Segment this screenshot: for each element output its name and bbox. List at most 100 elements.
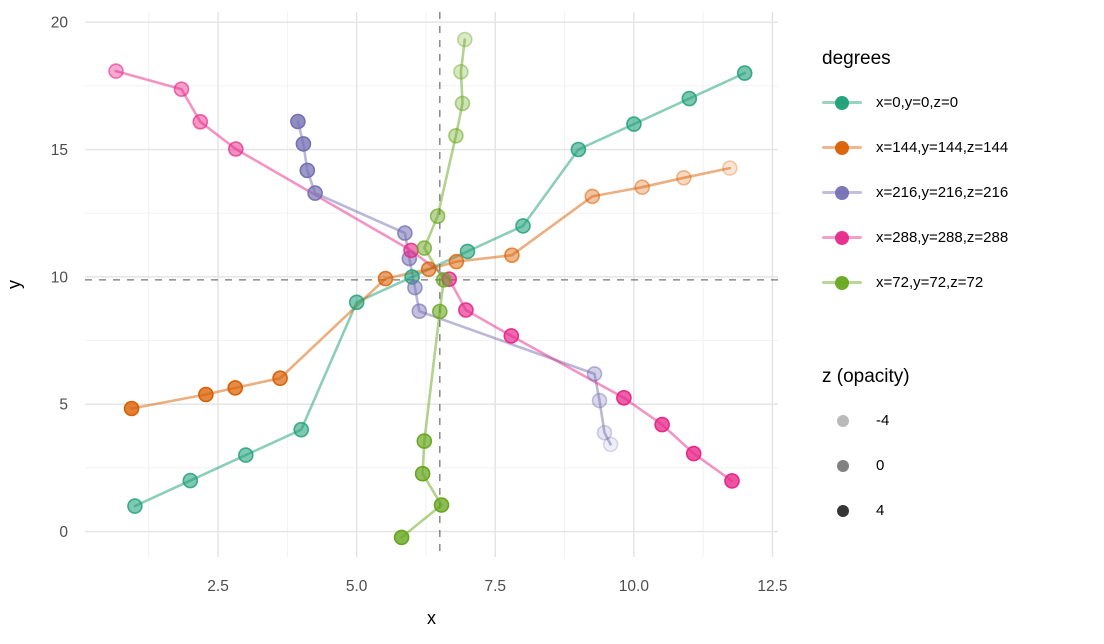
legend-item-label: x=0,y=0,z=0 bbox=[876, 94, 959, 111]
data-point bbox=[238, 447, 254, 463]
data-point bbox=[228, 141, 244, 157]
data-point bbox=[602, 436, 619, 453]
legend-key-dot bbox=[835, 140, 849, 155]
legend-opacity-dot-icon bbox=[837, 504, 849, 517]
legend-key-dot bbox=[835, 275, 849, 290]
data-point bbox=[634, 179, 651, 195]
data-point bbox=[626, 116, 642, 132]
x-axis-title: x bbox=[427, 608, 436, 628]
legend-key-dot bbox=[835, 230, 849, 245]
data-point bbox=[348, 294, 365, 311]
y-tick-label: 10 bbox=[51, 269, 69, 286]
legend-item-label: 0 bbox=[876, 457, 885, 474]
data-point bbox=[192, 114, 209, 130]
data-point bbox=[584, 188, 601, 205]
data-point bbox=[307, 185, 323, 201]
y-tick-label: 0 bbox=[59, 524, 68, 541]
data-point bbox=[227, 380, 243, 396]
data-point bbox=[675, 170, 692, 186]
legend-opacity-title: z (opacity) bbox=[822, 366, 910, 387]
legend-opacity: z (opacity) -4 0 4 bbox=[822, 366, 1092, 533]
legend-key-icon bbox=[822, 230, 862, 246]
data-point bbox=[448, 253, 465, 270]
legend-item-label: x=216,y=216,z=216 bbox=[876, 184, 1009, 201]
data-point bbox=[108, 63, 124, 79]
legend-key-dot bbox=[835, 95, 849, 110]
legend-opacity-dot-icon bbox=[837, 414, 849, 427]
data-point bbox=[504, 247, 520, 263]
data-point bbox=[454, 95, 471, 112]
data-point bbox=[586, 366, 603, 382]
legend-key-icon bbox=[822, 95, 862, 111]
data-point bbox=[414, 465, 431, 482]
plot-background bbox=[0, 0, 800, 644]
legend-opacity-items: -4 0 4 bbox=[822, 398, 1092, 533]
data-point bbox=[453, 64, 469, 80]
data-point bbox=[272, 370, 288, 387]
data-point bbox=[654, 416, 670, 433]
data-point bbox=[458, 302, 474, 318]
data-point bbox=[591, 392, 608, 409]
x-tick-label: 7.5 bbox=[484, 578, 506, 595]
legend-item: x=72,y=72,z=72 bbox=[822, 260, 1092, 305]
legend-degrees-items: x=0,y=0,z=0 x=144,y=144,z=144 x=216,y=216,… bbox=[822, 80, 1092, 305]
legend-item: -4 bbox=[822, 398, 1092, 443]
data-point bbox=[411, 303, 428, 320]
data-point bbox=[377, 270, 394, 287]
data-point bbox=[293, 421, 310, 438]
legend-item: 0 bbox=[822, 443, 1092, 488]
data-point bbox=[416, 240, 433, 256]
data-point bbox=[290, 113, 306, 130]
x-tick-label: 10.0 bbox=[619, 578, 650, 595]
legend-item-label: x=72,y=72,z=72 bbox=[876, 274, 984, 291]
x-tick-label: 2.5 bbox=[207, 578, 229, 595]
data-point bbox=[459, 243, 476, 260]
legend-item-label: -4 bbox=[876, 412, 890, 429]
legend-item-label: x=288,y=288,z=288 bbox=[876, 229, 1009, 246]
legend-key-icon bbox=[822, 275, 862, 291]
legend-key-icon bbox=[822, 140, 862, 156]
data-point bbox=[503, 328, 520, 344]
data-point bbox=[403, 242, 419, 259]
legend-item-label: x=144,y=144,z=144 bbox=[876, 139, 1009, 156]
data-point bbox=[435, 272, 452, 288]
x-tick-label: 5.0 bbox=[346, 578, 368, 595]
data-point bbox=[393, 529, 410, 546]
x-tick-label: 12.5 bbox=[757, 578, 787, 595]
y-tick-label: 5 bbox=[59, 397, 68, 414]
data-point bbox=[198, 386, 214, 403]
legend-degrees-title: degrees bbox=[822, 48, 891, 69]
data-point bbox=[407, 279, 423, 296]
data-point bbox=[724, 473, 740, 489]
legend-item-label: 4 bbox=[876, 502, 885, 519]
data-point bbox=[433, 497, 450, 513]
y-axis-title: y bbox=[4, 280, 24, 289]
y-tick-label: 15 bbox=[51, 142, 68, 159]
data-point bbox=[123, 400, 140, 417]
data-point bbox=[127, 498, 143, 514]
legend-item: x=144,y=144,z=144 bbox=[822, 125, 1092, 170]
legend-item: 4 bbox=[822, 488, 1092, 533]
series-line bbox=[133, 71, 747, 508]
data-point bbox=[456, 31, 473, 48]
data-point bbox=[299, 162, 316, 179]
legend-degrees: degrees x=0,y=0,z=0 x=144,y=144,z=144 x=21… bbox=[822, 48, 1092, 305]
data-point bbox=[570, 141, 587, 158]
data-point bbox=[429, 208, 446, 224]
data-point bbox=[397, 225, 413, 241]
data-point bbox=[515, 218, 531, 234]
data-point bbox=[616, 389, 632, 406]
data-point bbox=[182, 472, 199, 489]
legend-item: x=0,y=0,z=0 bbox=[822, 80, 1092, 125]
data-point bbox=[681, 90, 698, 107]
legend-item: x=288,y=288,z=288 bbox=[822, 215, 1092, 260]
chart-canvas: 2.5 5.0 7.5 10.0 12.5 0 5 10 15 20 x y bbox=[0, 0, 800, 644]
data-point bbox=[431, 303, 448, 320]
data-point bbox=[173, 81, 190, 97]
legend-key-icon bbox=[822, 185, 862, 201]
data-point bbox=[596, 424, 613, 441]
y-tick-label: 20 bbox=[51, 15, 69, 32]
data-point bbox=[736, 65, 753, 81]
data-point bbox=[685, 445, 702, 462]
